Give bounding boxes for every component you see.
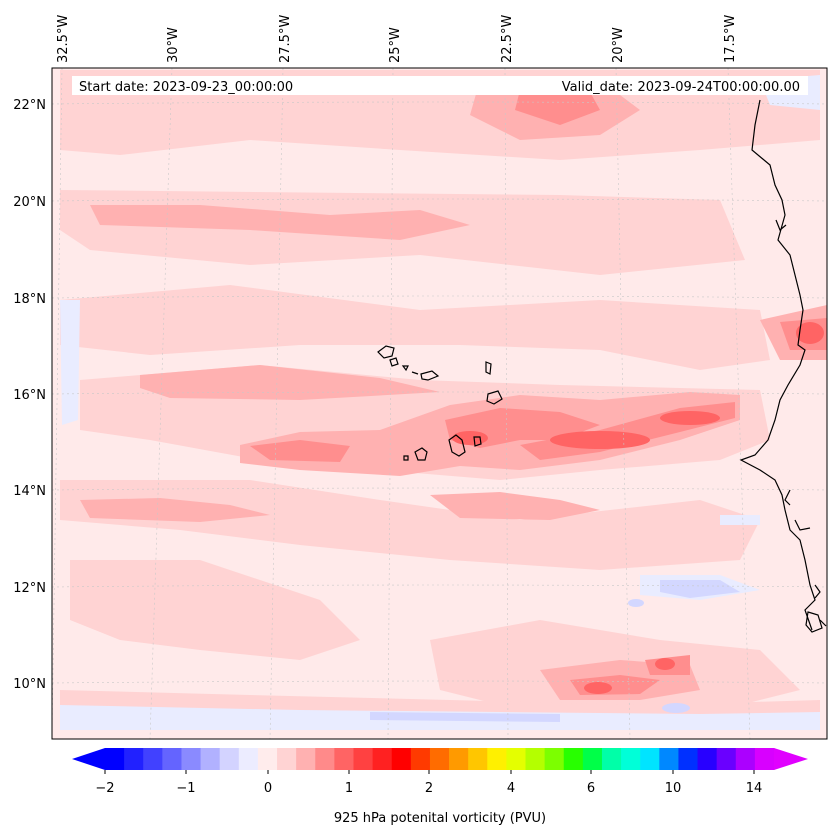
colorbar-tick-label: 6 (587, 781, 595, 796)
colorbar-cell (334, 748, 354, 770)
colorbar-cell (105, 748, 125, 770)
colorbar-cell (678, 748, 699, 770)
colorbar-cell (124, 748, 144, 770)
colorbar-tick-label: 0 (264, 781, 272, 796)
colorbar-cell (238, 748, 259, 770)
pv-peak-layer (452, 322, 824, 694)
lat-label: 20°N (13, 195, 46, 210)
colorbar-cell (659, 748, 679, 770)
colorbar-cell (315, 748, 335, 770)
lon-label: 30°W (166, 27, 181, 63)
colorbar-cell (200, 748, 221, 770)
colorbar-cell (621, 748, 641, 770)
colorbar-tick-label: 1 (345, 781, 353, 796)
lon-label: 17.5°W (723, 15, 738, 63)
colorbar-cells (105, 748, 775, 770)
longitude-labels: 32.5°W 30°W 27.5°W 25°W 22.5°W 20°W 17.5… (56, 15, 738, 63)
colorbar-cell (277, 748, 297, 770)
colorbar-cell (487, 748, 507, 770)
latitude-labels: 22°N 20°N 18°N 16°N 14°N 12°N 10°N (13, 98, 46, 692)
colorbar-cell (162, 748, 182, 770)
colorbar: −2 −1 0 1 2 4 6 10 14 925 hPa potenital vorticit… (72, 748, 808, 826)
valid-date-label: Valid_date: 2023-09-24T00:00:00.00 (562, 80, 800, 95)
colorbar-cell (563, 748, 584, 770)
colorbar-over-arrow (774, 748, 808, 770)
colorbar-under-arrow (72, 748, 105, 770)
colorbar-cell (372, 748, 393, 770)
colorbar-cell (601, 748, 622, 770)
colorbar-cell (143, 748, 163, 770)
colorbar-cell (449, 748, 469, 770)
date-header-box (72, 76, 808, 95)
colorbar-cell (506, 748, 527, 770)
colorbar-cell (353, 748, 374, 770)
colorbar-cell (429, 748, 450, 770)
lon-label: 22.5°W (500, 15, 515, 63)
lon-label: 25°W (388, 27, 403, 63)
pv-negative-strong-layer (370, 580, 740, 722)
colorbar-cell (582, 748, 603, 770)
lat-label: 22°N (13, 98, 46, 113)
colorbar-cell (296, 748, 316, 770)
lat-label: 18°N (13, 292, 46, 307)
colorbar-tick-label: −1 (176, 781, 195, 796)
lon-label: 20°W (611, 27, 626, 63)
colorbar-title: 925 hPa potenital vorticity (PVU) (334, 811, 546, 826)
colorbar-ticks: −2 −1 0 1 2 4 6 10 14 (95, 770, 762, 796)
colorbar-tick-label: 2 (425, 781, 433, 796)
lat-label: 16°N (13, 388, 46, 403)
lon-label: 27.5°W (278, 15, 293, 63)
lat-label: 12°N (13, 581, 46, 596)
colorbar-cell (391, 748, 412, 770)
colorbar-cell (754, 748, 775, 770)
cape-verde-islands (377, 345, 503, 461)
lon-label: 32.5°W (56, 15, 71, 63)
colorbar-tick-label: −2 (95, 781, 114, 796)
map-gridlines (52, 68, 827, 739)
lat-label: 10°N (13, 677, 46, 692)
colorbar-tick-label: 10 (665, 781, 682, 796)
start-date-label: Start date: 2023-09-23_00:00:00 (79, 80, 293, 95)
coastline (739, 99, 827, 633)
colorbar-cell (735, 748, 756, 770)
colorbar-cell (181, 748, 202, 770)
colorbar-cell (257, 748, 278, 770)
colorbar-cell (716, 748, 737, 770)
lat-label: 14°N (13, 484, 46, 499)
colorbar-cell (410, 748, 431, 770)
colorbar-tick-label: 14 (746, 781, 763, 796)
colorbar-cell (468, 748, 488, 770)
colorbar-cell (544, 748, 565, 770)
map-frame (51, 67, 828, 740)
colorbar-cell (697, 748, 718, 770)
map-area (52, 68, 827, 739)
colorbar-cell (640, 748, 660, 770)
colorbar-cell (525, 748, 546, 770)
colorbar-tick-label: 4 (507, 781, 515, 796)
colorbar-cell (219, 748, 240, 770)
